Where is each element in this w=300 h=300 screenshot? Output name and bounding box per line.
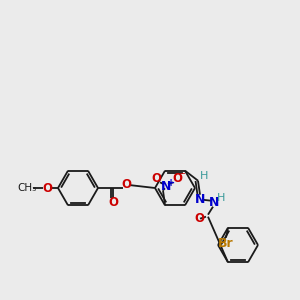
Text: O: O (194, 212, 204, 225)
Text: CH₃: CH₃ (17, 183, 37, 193)
Text: O: O (42, 182, 52, 194)
Text: H: H (217, 193, 225, 203)
Text: O: O (172, 172, 182, 185)
Text: N: N (209, 196, 219, 209)
Text: ⁻: ⁻ (179, 171, 185, 181)
Text: +: + (167, 178, 175, 188)
Text: O: O (108, 196, 118, 208)
Text: Br: Br (218, 237, 234, 250)
Text: N: N (161, 180, 171, 193)
Text: O: O (121, 178, 131, 191)
Text: N: N (195, 193, 205, 206)
Text: H: H (200, 171, 208, 181)
Text: O: O (151, 172, 161, 185)
